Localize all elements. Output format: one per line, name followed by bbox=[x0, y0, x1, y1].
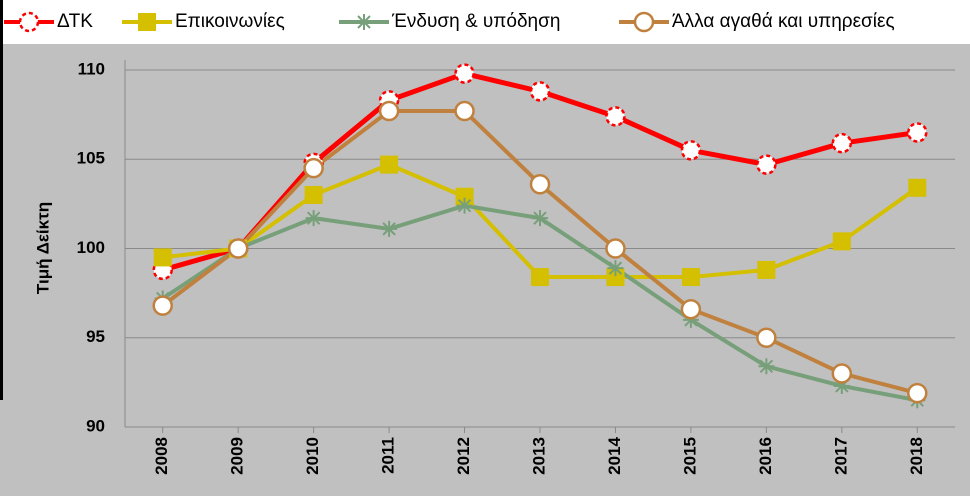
legend-marker bbox=[138, 13, 156, 31]
x-tick-label: 2018 bbox=[907, 437, 926, 475]
x-tick-label: 2010 bbox=[303, 437, 322, 475]
x-tick-label: 2008 bbox=[152, 437, 171, 475]
marker bbox=[831, 132, 853, 154]
x-tick-label: 2017 bbox=[831, 437, 850, 475]
legend-label: ΔΤΚ bbox=[57, 11, 93, 32]
marker bbox=[454, 100, 475, 122]
x-tick-label: 2009 bbox=[228, 437, 247, 475]
marker bbox=[303, 157, 324, 179]
marker bbox=[833, 377, 850, 394]
marker bbox=[756, 154, 777, 175]
marker bbox=[831, 363, 853, 384]
marker bbox=[756, 327, 777, 348]
marker bbox=[304, 185, 323, 204]
marker bbox=[152, 295, 173, 316]
x-tick-label: 2014 bbox=[605, 436, 624, 474]
legend-label: Ένδυση & υπόδηση bbox=[391, 11, 560, 32]
marker bbox=[227, 238, 249, 259]
marker bbox=[529, 173, 551, 195]
y-tick-label: 90 bbox=[86, 416, 105, 435]
marker bbox=[532, 210, 548, 227]
marker bbox=[605, 238, 626, 259]
y-tick-label: 105 bbox=[77, 149, 105, 168]
marker bbox=[456, 197, 473, 214]
x-tick-label: 2012 bbox=[454, 437, 473, 475]
legend-label: Άλλα αγαθά και υπηρεσίες bbox=[672, 11, 895, 32]
x-tick-label: 2016 bbox=[756, 437, 775, 475]
y-tick-label: 110 bbox=[78, 59, 105, 78]
marker bbox=[529, 81, 551, 102]
marker bbox=[682, 311, 699, 328]
marker bbox=[454, 63, 475, 84]
marker bbox=[757, 260, 776, 279]
marker bbox=[758, 358, 775, 375]
marker bbox=[531, 268, 549, 287]
y-axis-label: Τιμή Δείκτη bbox=[33, 202, 52, 294]
marker bbox=[680, 140, 702, 161]
y-tick-label: 100 bbox=[77, 238, 105, 257]
marker bbox=[680, 298, 702, 320]
y-tick-label: 95 bbox=[86, 327, 105, 346]
legend-label: Επικοινωνίες bbox=[175, 11, 285, 32]
marker bbox=[380, 155, 399, 174]
marker bbox=[832, 232, 851, 251]
marker bbox=[908, 178, 927, 197]
marker bbox=[605, 106, 626, 127]
marker bbox=[153, 248, 172, 267]
marker bbox=[607, 260, 624, 277]
marker bbox=[907, 382, 928, 404]
plot-background bbox=[0, 44, 970, 496]
legend-marker bbox=[633, 11, 655, 33]
legend-marker bbox=[18, 11, 40, 33]
marker bbox=[681, 268, 700, 287]
marker bbox=[907, 122, 928, 143]
x-tick-label: 2011 bbox=[379, 437, 398, 474]
marker bbox=[378, 100, 400, 122]
legend-marker bbox=[356, 14, 372, 30]
marker bbox=[305, 210, 322, 227]
x-tick-label: 2015 bbox=[680, 437, 699, 475]
x-tick-label: 2013 bbox=[529, 437, 548, 475]
marker bbox=[381, 220, 398, 237]
